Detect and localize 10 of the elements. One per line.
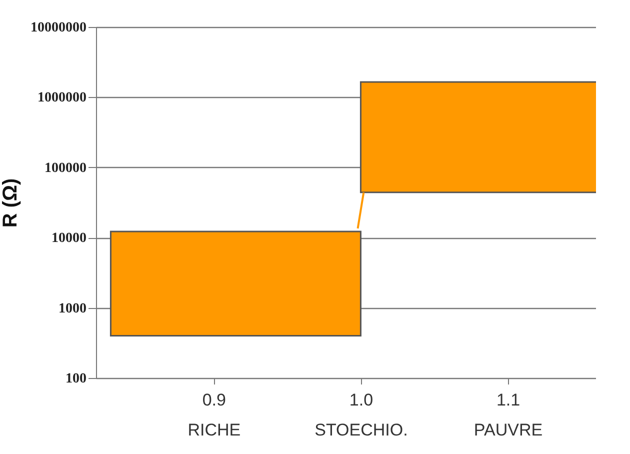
y-tick-label: 1000000 xyxy=(38,90,86,106)
x-tick-label: 1.0 STOECHIO. xyxy=(314,390,408,440)
y-tick-label: 100 xyxy=(66,372,86,386)
x-tick-label: 0.9 RICHE xyxy=(188,390,241,440)
y-tick-label: 10000 xyxy=(52,231,86,246)
y-tick-label: 1000 xyxy=(58,301,86,316)
y-tick-label: 100000 xyxy=(44,160,86,176)
y-axis-title: R (Ω) xyxy=(0,178,22,228)
x-tick-label: 1.1 PAUVRE xyxy=(474,390,543,440)
y-tick-label: 10000000 xyxy=(30,20,86,36)
